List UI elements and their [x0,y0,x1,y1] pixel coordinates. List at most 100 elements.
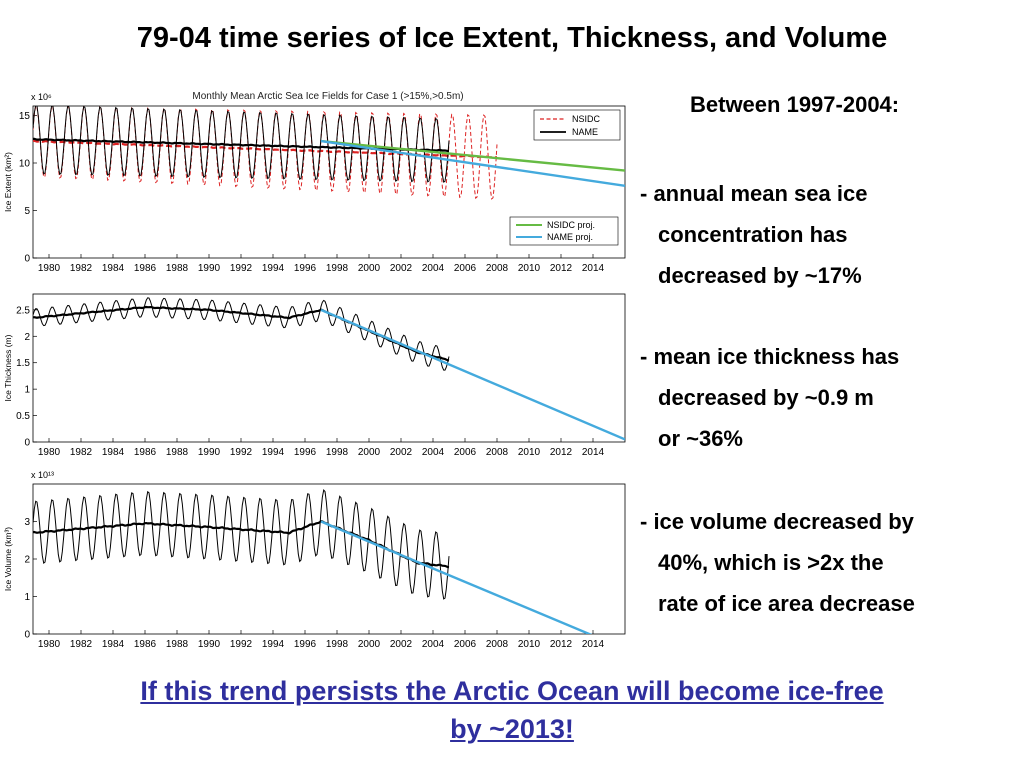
x-tick-label: 1984 [102,639,125,650]
y-exponent-label: x 10⁶ [31,92,52,102]
bullet-line: decreased by ~17% [658,263,862,288]
x-tick-label: 1992 [230,263,253,274]
x-tick-label: 1990 [198,263,221,274]
bullet-line: 40%, which is >2x the [658,550,884,575]
y-tick-label: 1 [24,592,30,603]
bullet-line: decreased by ~0.9 m [658,385,874,410]
x-tick-label: 2002 [390,447,413,458]
name-mean-line [33,137,449,153]
y-tick-label: 15 [19,111,31,122]
bullet-line: or ~36% [658,426,743,451]
nsidc-projection-line [320,139,625,172]
x-tick-label: 1998 [326,639,349,650]
x-tick-label: 2014 [582,639,605,650]
x-tick-label: 1992 [230,447,253,458]
x-tick-label: 1998 [326,263,349,274]
x-tick-label: 1980 [38,263,61,274]
bullet-line: - annual mean sea ice [640,181,868,206]
y-tick-label: 10 [19,159,31,170]
legend-top-box [533,109,621,141]
x-tick-label: 1996 [294,639,317,650]
y-tick-label: 0 [24,438,30,449]
x-tick-label: 2014 [582,263,605,274]
bullet-extent: - annual mean sea ice concentration has … [640,173,867,296]
bullet-line: concentration has [658,222,848,247]
y-axis-label: Ice Extent (km²) [3,152,13,212]
name-monthly-line [33,489,450,600]
x-tick-label: 2008 [486,447,509,458]
nsidc-monthly-line [33,106,498,200]
bullet-volume: - ice volume decreased by 40%, which is … [640,501,915,624]
x-tick-label: 1984 [102,447,125,458]
x-tick-label: 2004 [422,263,445,274]
x-tick-label: 2006 [454,263,477,274]
x-tick-label: 2014 [582,447,605,458]
x-tick-label: 2000 [358,447,381,458]
x-tick-label: 2012 [550,447,573,458]
x-tick-label: 2006 [454,639,477,650]
x-tick-label: 1988 [166,447,189,458]
x-tick-label: 2006 [454,447,477,458]
x-tick-label: 2004 [422,639,445,650]
plot-area [33,489,593,634]
name-projection-line [320,139,625,187]
x-tick-label: 1990 [198,447,221,458]
y-axis-label: Ice Volume (km³) [3,527,13,591]
x-tick-label: 2008 [486,639,509,650]
x-tick-label: 1982 [70,447,93,458]
y-tick-label: 2 [24,332,30,343]
x-tick-label: 1980 [38,639,61,650]
name-projection-line [320,308,625,441]
x-tick-label: 2010 [518,639,541,650]
bullet-line: - mean ice thickness has [640,344,900,369]
conclusion-line-1: If this trend persists the Arctic Ocean … [140,676,884,706]
legend-bottom-box [509,216,619,246]
x-tick-label: 1982 [70,263,93,274]
x-tick-label: 2000 [358,639,381,650]
x-tick-label: 2002 [390,639,413,650]
legend-top: NSIDC NAME [533,109,621,141]
name-monthly-line [33,297,450,371]
x-tick-label: 1986 [134,447,157,458]
y-tick-label: 0 [24,630,30,641]
x-tick-label: 1996 [294,263,317,274]
x-tick-label: 1998 [326,447,349,458]
x-tick-label: 2010 [518,263,541,274]
x-tick-label: 1994 [262,263,285,274]
charts-figure: Monthly Mean Arctic Sea Ice Fields for C… [3,91,626,650]
conclusion-link[interactable]: If this trend persists the Arctic Ocean … [0,672,1024,748]
x-tick-label: 1992 [230,639,253,650]
plot-area [33,297,625,441]
bullet-thickness: - mean ice thickness has decreased by ~0… [640,336,899,459]
legend-nsidc-label: NSIDC [572,114,601,124]
plot-frame [32,483,626,635]
x-tick-label: 1988 [166,639,189,650]
x-tick-label: 1996 [294,447,317,458]
x-tick-label: 1980 [38,447,61,458]
y-exponent-label: x 10¹³ [31,470,54,480]
name-projection-line [320,520,593,634]
x-tick-label: 2002 [390,263,413,274]
x-tick-label: 1984 [102,263,125,274]
legend-name-proj-label: NAME proj. [547,232,593,242]
x-tick-label: 2010 [518,447,541,458]
y-tick-label: 0.5 [16,411,30,422]
x-tick-label: 1994 [262,447,285,458]
x-tick-label: 1994 [262,639,285,650]
x-tick-label: 2012 [550,639,573,650]
y-tick-label: 2 [24,555,30,566]
legend-nsidc-proj-label: NSIDC proj. [547,220,595,230]
bullet-line: rate of ice area decrease [658,591,915,616]
summary-heading: Between 1997-2004: [690,92,900,117]
y-tick-label: 2.5 [16,305,30,316]
x-tick-label: 2004 [422,447,445,458]
x-tick-label: 1988 [166,263,189,274]
bullet-line: - ice volume decreased by [640,509,914,534]
x-tick-label: 1986 [134,639,157,650]
y-tick-label: 1 [24,385,30,396]
legend-bottom: NSIDC proj. NAME proj. [509,216,619,246]
plot-area [33,106,625,200]
y-tick-label: 3 [24,517,30,528]
y-tick-label: 1.5 [16,358,30,369]
y-tick-label: 0 [24,254,30,265]
